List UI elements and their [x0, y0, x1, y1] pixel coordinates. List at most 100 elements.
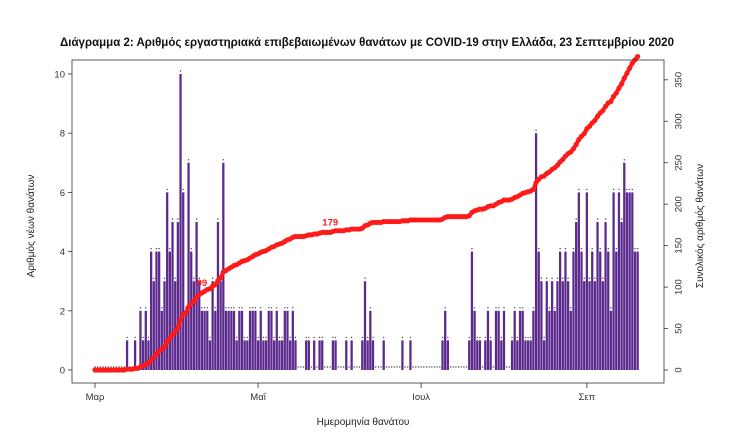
dot-day-18 [142, 336, 144, 339]
y-right-tick-label: 250 [674, 155, 685, 171]
dot-day-180 [575, 218, 577, 220]
dot-day-31 [177, 218, 179, 220]
dot-day-119 [412, 366, 414, 368]
bar-day-32 [179, 74, 182, 370]
y-left-tick-label: 6 [60, 188, 65, 199]
dot-day-9 [118, 366, 120, 368]
dot-day-46 [217, 218, 219, 220]
dot-day-19 [145, 307, 147, 309]
dot-day-11 [123, 366, 126, 368]
dot-day-143 [476, 336, 478, 339]
dot-day-125 [428, 366, 430, 368]
dot-day-151 [497, 307, 500, 309]
dot-day-41 [203, 307, 206, 309]
chart-title: Διάγραμμα 2: Αριθμός εργαστηριακά επιβεβ… [60, 37, 674, 49]
dot-day-43 [209, 336, 211, 339]
cumulative-point-183 [581, 131, 587, 137]
cumulative-point-28 [167, 335, 173, 342]
bar-day-39 [198, 281, 201, 370]
y-right-tick-label: 100 [674, 279, 685, 295]
bar-day-62 [259, 310, 262, 370]
bar-day-31 [176, 222, 180, 370]
bar-day-64 [264, 340, 268, 370]
bar-day-37 [192, 281, 196, 370]
bar-day-104 [371, 340, 375, 370]
bar-day-140 [468, 340, 471, 370]
dot-day-86 [324, 366, 326, 368]
dot-day-17 [139, 307, 142, 309]
dot-day-193 [610, 307, 612, 309]
dot-day-49 [225, 307, 227, 309]
cumulative-point-47 [218, 275, 224, 281]
bar-day-166 [537, 251, 540, 370]
bar-day-24 [158, 251, 161, 370]
bar-day-179 [572, 251, 575, 370]
dot-day-70 [281, 336, 283, 339]
bar-day-53 [235, 340, 238, 370]
dot-day-57 [246, 336, 249, 339]
dot-day-22 [153, 277, 155, 279]
bar-day-59 [251, 310, 254, 370]
bar-day-151 [497, 310, 500, 370]
dot-day-135 [455, 366, 457, 368]
bar-day-18 [141, 340, 145, 370]
bar-day-148 [489, 340, 492, 370]
bar-day-69 [278, 340, 281, 370]
y-right-tick-label: 0 [674, 367, 685, 372]
dot-day-2 [99, 366, 102, 368]
dot-day-114 [399, 366, 401, 368]
dot-day-51 [230, 307, 233, 309]
cumulative-point-34 [183, 310, 189, 316]
bar-day-101 [363, 281, 367, 370]
dot-day-171 [551, 277, 553, 279]
dot-day-108 [383, 336, 385, 339]
dot-day-63 [262, 336, 265, 339]
bar-day-40 [200, 310, 204, 370]
dot-day-42 [206, 307, 208, 309]
bar-day-49 [224, 310, 228, 370]
bar-day-55 [240, 310, 244, 370]
dot-day-30 [174, 277, 176, 279]
dot-day-56 [243, 336, 246, 339]
cumulative-point-200 [627, 65, 633, 71]
dot-day-159 [519, 307, 521, 309]
dot-day-170 [548, 307, 551, 309]
dot-day-148 [489, 336, 492, 339]
dot-day-26 [163, 277, 166, 279]
bar-day-196 [617, 192, 621, 370]
dot-day-53 [235, 336, 238, 339]
dot-day-112 [393, 366, 396, 368]
dot-day-38 [195, 218, 198, 220]
dot-day-111 [391, 366, 393, 368]
dot-day-173 [556, 277, 559, 279]
dot-day-176 [564, 247, 567, 250]
dot-day-5 [107, 366, 110, 368]
dot-day-141 [471, 247, 473, 250]
bar-day-159 [518, 310, 522, 370]
y-right-tick-label: 150 [674, 238, 685, 254]
dot-day-67 [273, 336, 275, 339]
bar-day-161 [524, 340, 527, 370]
dot-day-45 [214, 307, 216, 309]
dot-day-95 [348, 366, 350, 368]
dot-day-164 [532, 307, 535, 309]
bar-day-165 [534, 133, 538, 370]
dot-day-62 [260, 307, 262, 309]
dot-day-203 [636, 247, 639, 250]
bar-day-68 [275, 310, 278, 370]
bar-day-182 [580, 251, 583, 370]
dot-day-89 [332, 336, 334, 339]
dot-day-58 [249, 307, 251, 309]
dot-day-192 [607, 247, 609, 250]
bar-day-172 [553, 310, 556, 370]
cumulative-point-199 [624, 70, 630, 76]
dot-day-160 [522, 307, 524, 309]
bar-day-58 [248, 310, 252, 370]
cumulative-point-30 [172, 329, 178, 335]
dot-day-184 [586, 188, 588, 191]
dot-day-59 [252, 307, 254, 309]
dot-day-181 [578, 188, 580, 191]
dot-day-36 [190, 247, 192, 250]
bar-day-45 [214, 310, 217, 370]
